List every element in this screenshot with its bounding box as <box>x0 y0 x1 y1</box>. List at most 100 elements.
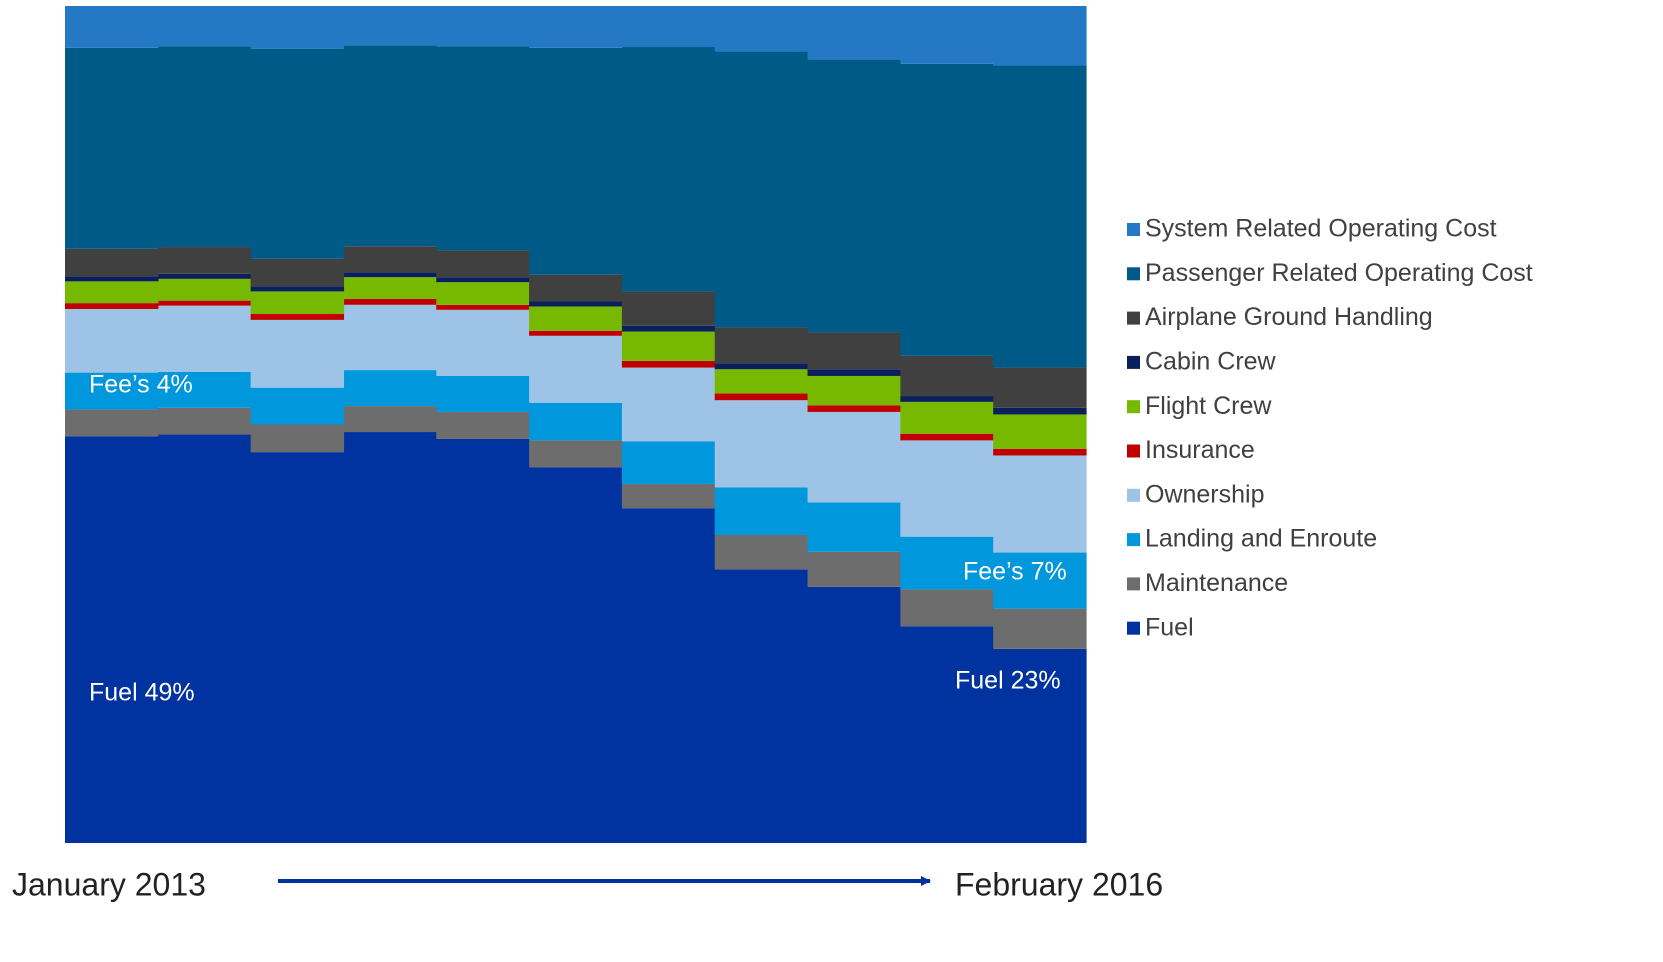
bar-segment <box>157 247 252 274</box>
legend-swatch <box>1127 223 1140 236</box>
bar-segment <box>250 286 345 292</box>
legend-swatch <box>1127 355 1140 369</box>
bar-segment <box>529 274 623 302</box>
bar-segment <box>621 325 716 332</box>
bar-segment <box>807 405 901 412</box>
legend-label: Ownership <box>1145 480 1265 508</box>
bar-segment <box>807 586 901 843</box>
bar-segment <box>250 6 345 49</box>
bar-segment <box>993 648 1087 843</box>
bar-segment <box>993 65 1087 368</box>
bar-segment <box>343 406 437 433</box>
bar-segment <box>807 502 901 552</box>
bar-segment <box>250 48 345 259</box>
legend-label: Landing and Enroute <box>1145 525 1377 553</box>
legend-label: System Related Operating Cost <box>1145 215 1497 243</box>
bar-segment <box>714 393 809 401</box>
bar-segment <box>621 331 716 361</box>
bar-segment <box>529 6 623 48</box>
bar-segment <box>157 300 252 306</box>
bar-segment <box>65 303 159 309</box>
bar-segment <box>993 448 1087 456</box>
bar-segment <box>157 305 252 372</box>
bar-segment <box>529 335 623 403</box>
bar-segment <box>621 508 716 843</box>
bar-segment <box>250 319 345 388</box>
bar-segment <box>529 306 623 331</box>
bar-segment <box>621 367 716 442</box>
legend-label: Insurance <box>1145 436 1255 464</box>
bar-segment <box>900 589 994 627</box>
bar-segment <box>157 434 252 843</box>
bar-segment <box>807 332 901 370</box>
bar-segment <box>436 46 530 251</box>
annotation: Fee’s 4% <box>89 371 193 399</box>
bar-segment <box>900 626 994 843</box>
x-end-label: February 2016 <box>955 866 1163 902</box>
legend-swatch <box>1127 400 1140 414</box>
bar-segment <box>157 6 252 47</box>
legend-swatch <box>1127 444 1140 458</box>
bar-segment <box>157 278 252 301</box>
bar-segment <box>343 272 437 278</box>
bar-segment <box>900 63 994 356</box>
bar-segment <box>343 304 437 371</box>
bar-segment <box>621 360 716 368</box>
bar-segment <box>65 281 159 304</box>
bar-segment <box>436 6 530 47</box>
bar-segment <box>250 424 345 453</box>
legend-swatch <box>1127 311 1140 325</box>
bar-segment <box>436 375 530 412</box>
bar-segment <box>900 433 994 441</box>
bar-segment <box>621 483 716 509</box>
bar-segment <box>993 552 1087 609</box>
bar-segment <box>993 407 1087 415</box>
x-start-label: January 2013 <box>12 866 206 902</box>
bar-segment <box>436 309 530 376</box>
legend-swatch <box>1127 621 1140 635</box>
plot <box>65 6 1087 843</box>
bar-segment <box>343 298 437 305</box>
bar-segment <box>65 248 159 277</box>
bar-segment <box>807 411 901 503</box>
bar-segment <box>714 51 809 328</box>
bar-segment <box>621 441 716 484</box>
legend-label: Airplane Ground Handling <box>1145 303 1433 331</box>
bar-segment <box>529 440 623 468</box>
bar-segment <box>343 6 437 46</box>
bar-segment <box>714 6 809 52</box>
bar-segment <box>807 6 901 60</box>
bar-segment <box>65 47 159 249</box>
bar-segment <box>65 6 159 48</box>
bar-segment <box>714 487 809 535</box>
bar-segment <box>993 6 1087 66</box>
bar-segment <box>900 396 994 402</box>
annotation: Fuel 49% <box>89 679 195 707</box>
bar-segment <box>343 432 437 843</box>
bar-segment <box>714 400 809 488</box>
legend-swatch <box>1127 488 1140 502</box>
legend-label: Cabin Crew <box>1145 348 1277 376</box>
bar-segment <box>157 273 252 279</box>
bar-segment <box>621 6 716 48</box>
bar-segment <box>343 246 437 273</box>
annotation: Fee’s 7% <box>963 558 1067 586</box>
bar-segment <box>250 387 345 425</box>
bar-segment <box>250 291 345 315</box>
legend-swatch <box>1127 267 1140 281</box>
bar-segment <box>621 47 716 292</box>
bar-segment <box>807 375 901 406</box>
bar-segment <box>65 436 159 843</box>
legend-swatch <box>1127 533 1140 547</box>
bar-segment <box>900 6 994 64</box>
legend-label: Passenger Related Operating Cost <box>1145 259 1533 287</box>
bar-segment <box>900 440 994 537</box>
bar-segment <box>807 59 901 333</box>
bar-segment <box>900 536 994 590</box>
bar-segment <box>343 277 437 299</box>
bar-segment <box>529 330 623 336</box>
bar-segment <box>714 534 809 570</box>
bar-segment <box>436 304 530 310</box>
bar-segment <box>900 401 994 434</box>
bar-segment <box>993 455 1087 553</box>
